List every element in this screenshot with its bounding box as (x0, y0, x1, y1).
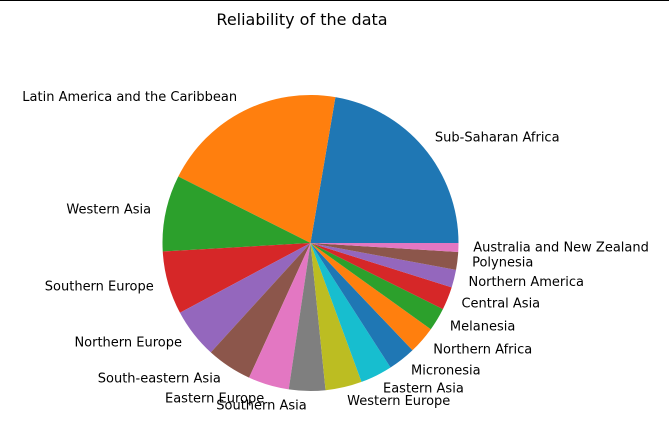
pie-slice-micronesia (310, 243, 413, 368)
pie-label-southern-europe: Southern Europe (45, 280, 154, 295)
pie-label-south-eastern-asia: South-eastern Asia (98, 371, 221, 386)
pie-slice-southern-asia (288, 243, 326, 392)
pie-slice-australia-and-new-zealand (310, 243, 459, 253)
pie-label-melanesia: Melanesia (450, 320, 515, 335)
pie-slice-northern-africa (310, 243, 431, 351)
pie-label-northern-africa: Northern Africa (433, 342, 532, 357)
top-border (0, 0, 669, 1)
pie-label-australia-and-new-zealand: Australia and New Zealand (473, 240, 649, 255)
pie-labels: Sub-Saharan Africa Latin America and the … (22, 90, 649, 413)
pie-slice-northern-europe (179, 243, 311, 353)
pie-slice-southern-europe (162, 243, 311, 313)
pie-label-western-asia: Western Asia (66, 202, 151, 217)
pie-label-polynesia: Polynesia (472, 255, 533, 270)
pie-slice-eastern-asia (310, 243, 391, 382)
pie-label-micronesia: Micronesia (411, 364, 481, 379)
pie-slice-eastern-europe (249, 243, 311, 390)
pie-slice-polynesia (310, 243, 459, 270)
pie-label-central-asia: Central Asia (461, 296, 540, 311)
pie-label-latin-america-and-the-caribbean: Latin America and the Caribbean (22, 90, 237, 105)
pie-label-southern-asia: Southern Asia (216, 398, 307, 413)
pie-label-eastern-europe: Eastern Europe (165, 392, 264, 407)
pie-label-eastern-asia: Eastern Asia (383, 381, 464, 396)
pie-label-northern-europe: Northern Europe (74, 335, 182, 350)
pie-slices (162, 94, 459, 392)
pie-slice-central-asia (310, 243, 452, 310)
pie-slice-latin-america-and-the-caribbean (178, 94, 336, 244)
pie-slice-melanesia (310, 243, 443, 330)
pie-label-sub-saharan-africa: Sub-Saharan Africa (435, 131, 560, 146)
pie-slice-south-eastern-asia (210, 243, 311, 378)
pie-label-western-europe: Western Europe (347, 394, 450, 409)
pie-label-northern-america: Northern America (468, 275, 583, 290)
chart-title: Reliability of the data (216, 10, 387, 29)
pie-slice-western-asia (162, 176, 311, 252)
pie-slice-western-europe (310, 243, 362, 391)
pie-slice-sub-saharan-africa (310, 97, 459, 243)
pie-slice-northern-america (310, 243, 457, 288)
